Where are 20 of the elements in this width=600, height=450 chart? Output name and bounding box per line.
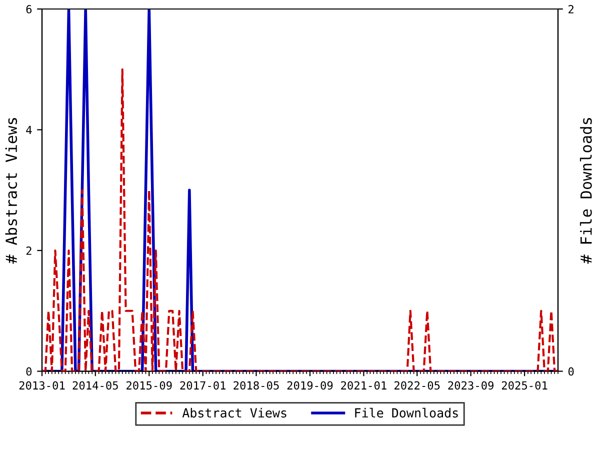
- x-tick-label: 2015-09: [126, 381, 172, 390]
- x-tick-label: 2019-09: [287, 381, 333, 390]
- x-tick-label: 2017-01: [180, 381, 226, 390]
- y-tick-label: 4: [26, 126, 32, 134]
- y-tick-label: 0: [26, 367, 32, 376]
- x-tick-label: 2013-01: [19, 381, 65, 390]
- x-tick-label: 2023-09: [448, 381, 494, 390]
- x-tick-label: 2025-01: [502, 381, 548, 390]
- x-tick-label: 2018-05: [234, 381, 279, 390]
- y-tick-label: 2: [26, 246, 32, 255]
- legend-label: File Downloads: [355, 408, 458, 418]
- x-tick-label: 2022-05: [394, 381, 440, 390]
- x-tick-label: 2014-05: [72, 381, 118, 390]
- y2-tick-label: 0: [568, 367, 574, 376]
- x-tick-label: 2021-01: [341, 381, 386, 390]
- legend-label: Abstract Views: [182, 408, 286, 418]
- y2-tick-label: 2: [568, 5, 574, 14]
- y-axis-title: # Abstract Views: [5, 118, 18, 264]
- y-tick-label: 6: [26, 5, 32, 14]
- y2-axis-title: # File Downloads: [580, 118, 592, 264]
